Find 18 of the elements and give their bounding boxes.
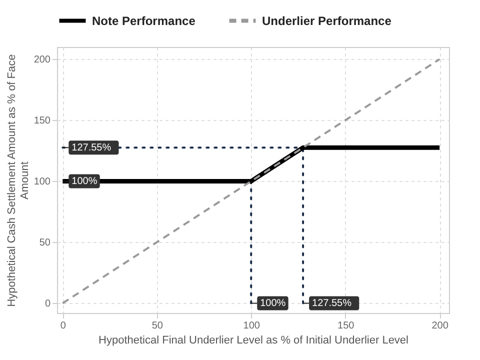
y-tick-label: 200 bbox=[34, 54, 51, 66]
annotation: 127.55% bbox=[72, 142, 112, 154]
x-tick-label: 200 bbox=[432, 320, 449, 332]
x-axis-title: Hypothetical Final Underlier Level as % of Initial Underlier Level bbox=[98, 334, 408, 346]
annotation: 127.55% bbox=[312, 298, 352, 310]
annotation: 100% bbox=[260, 298, 286, 310]
x-tick-label: 150 bbox=[338, 320, 355, 332]
x-tick-label: 100 bbox=[243, 320, 260, 332]
x-tick-label: 0 bbox=[60, 320, 66, 332]
y-tick-label: 0 bbox=[44, 298, 51, 310]
annotation: 100% bbox=[72, 176, 98, 188]
y-tick-label: 50 bbox=[39, 238, 51, 249]
y-tick-label: 100 bbox=[34, 176, 51, 188]
legend-label: Underlier Performance bbox=[262, 14, 392, 28]
y-axis-title: Hypothetical Cash Settlement Amount as % of Face Amount bbox=[6, 54, 31, 307]
legend-label: Note Performance bbox=[92, 14, 196, 28]
x-tick-label: 50 bbox=[152, 320, 164, 332]
y-tick-label: 150 bbox=[34, 116, 51, 127]
